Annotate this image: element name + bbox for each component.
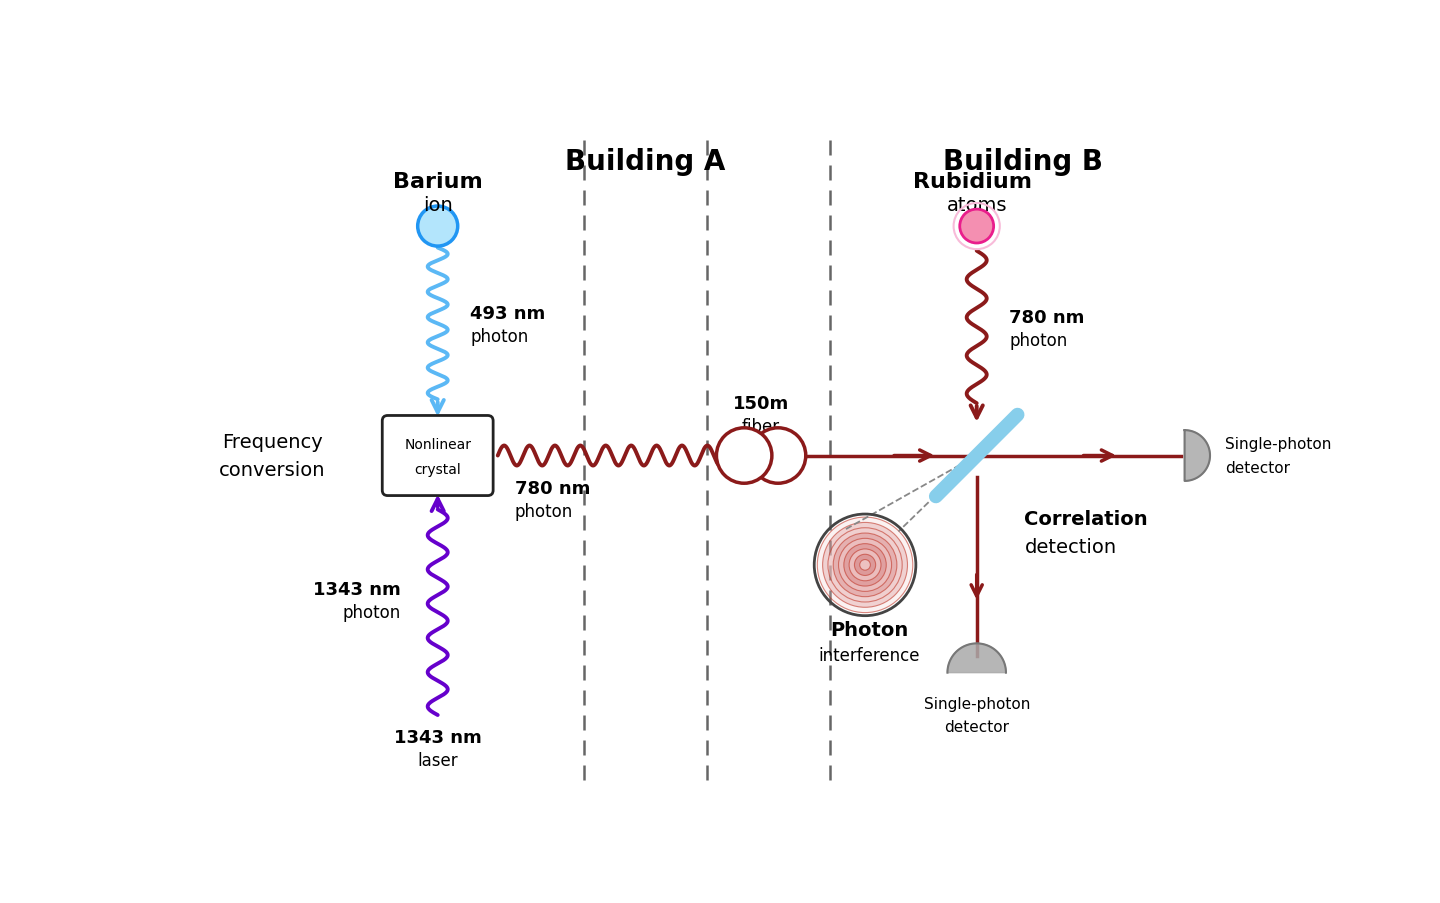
FancyBboxPatch shape [382,416,492,496]
Circle shape [850,549,881,582]
Circle shape [828,528,903,602]
Circle shape [844,544,886,586]
Text: 780 nm: 780 nm [514,479,590,498]
Text: Rubidium: Rubidium [913,172,1032,192]
Text: Frequency: Frequency [222,433,323,452]
Text: atoms: atoms [946,196,1007,215]
Text: photon: photon [469,328,528,346]
Text: fiber: fiber [742,418,780,436]
Text: conversion: conversion [219,461,325,479]
Text: detector: detector [1224,461,1290,476]
Text: Photon: Photon [829,620,909,639]
Text: 150m: 150m [733,395,789,413]
Text: Building A: Building A [566,147,726,175]
Circle shape [822,523,907,608]
Text: Single-photon: Single-photon [1224,436,1331,452]
Circle shape [854,554,876,576]
Text: ion: ion [423,196,452,215]
Text: Building B: Building B [943,147,1103,175]
Text: 780 nm: 780 nm [1009,309,1084,327]
Text: Correlation: Correlation [1024,509,1148,528]
Text: Barium: Barium [393,172,482,192]
Circle shape [418,207,458,247]
Text: crystal: crystal [415,463,461,477]
Text: photon: photon [1009,331,1067,349]
Circle shape [834,534,897,597]
Circle shape [860,560,870,571]
Text: laser: laser [418,750,458,768]
Text: Nonlinear: Nonlinear [405,437,471,452]
Text: 493 nm: 493 nm [469,304,546,322]
Text: detector: detector [945,720,1009,734]
Text: photon: photon [343,603,400,621]
Text: Single-photon: Single-photon [923,696,1030,712]
Circle shape [959,209,994,244]
Text: photon: photon [514,502,573,520]
Circle shape [818,517,913,613]
Circle shape [717,428,772,484]
Text: interference: interference [818,647,920,665]
Polygon shape [1185,431,1210,481]
Circle shape [838,539,891,591]
Text: 1343 nm: 1343 nm [393,728,481,746]
Circle shape [750,428,806,484]
Text: 1343 nm: 1343 nm [312,580,400,598]
Polygon shape [948,644,1007,673]
Text: detection: detection [1024,537,1116,556]
